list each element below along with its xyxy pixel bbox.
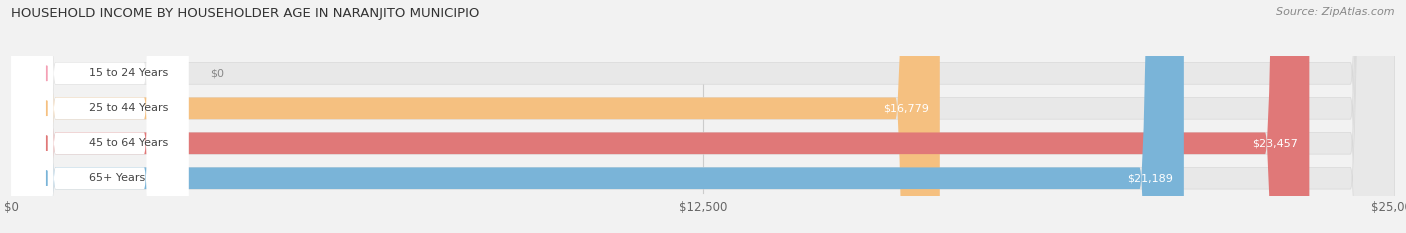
- Text: Source: ZipAtlas.com: Source: ZipAtlas.com: [1277, 7, 1395, 17]
- FancyBboxPatch shape: [11, 0, 939, 233]
- Text: 25 to 44 Years: 25 to 44 Years: [89, 103, 169, 113]
- FancyBboxPatch shape: [11, 0, 188, 233]
- FancyBboxPatch shape: [11, 0, 188, 233]
- Text: 15 to 24 Years: 15 to 24 Years: [89, 69, 167, 78]
- FancyBboxPatch shape: [11, 0, 188, 233]
- Text: HOUSEHOLD INCOME BY HOUSEHOLDER AGE IN NARANJITO MUNICIPIO: HOUSEHOLD INCOME BY HOUSEHOLDER AGE IN N…: [11, 7, 479, 20]
- Text: $16,779: $16,779: [883, 103, 929, 113]
- FancyBboxPatch shape: [11, 0, 1395, 233]
- FancyBboxPatch shape: [11, 0, 1395, 233]
- Text: 45 to 64 Years: 45 to 64 Years: [89, 138, 167, 148]
- Text: $0: $0: [211, 69, 225, 78]
- FancyBboxPatch shape: [11, 0, 188, 233]
- FancyBboxPatch shape: [11, 0, 1309, 233]
- Text: 65+ Years: 65+ Years: [89, 173, 145, 183]
- Text: $23,457: $23,457: [1253, 138, 1298, 148]
- Text: $21,189: $21,189: [1126, 173, 1173, 183]
- FancyBboxPatch shape: [11, 0, 1395, 233]
- FancyBboxPatch shape: [11, 0, 1184, 233]
- FancyBboxPatch shape: [11, 0, 1395, 233]
